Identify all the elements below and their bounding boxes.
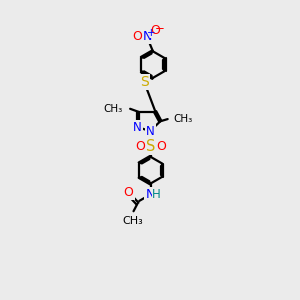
Text: S: S <box>146 139 155 154</box>
Text: N: N <box>133 121 142 134</box>
Text: N: N <box>145 188 155 200</box>
Text: CH₃: CH₃ <box>174 114 193 124</box>
Text: +: + <box>147 28 155 38</box>
Text: O: O <box>151 24 160 37</box>
Text: N: N <box>146 125 155 138</box>
Text: O: O <box>135 140 145 153</box>
Text: CH₃: CH₃ <box>103 104 123 114</box>
Text: S: S <box>140 75 148 89</box>
Text: −: − <box>154 22 164 34</box>
Text: N: N <box>143 30 152 43</box>
Text: O: O <box>156 140 166 153</box>
Text: O: O <box>132 30 142 43</box>
Text: CH₃: CH₃ <box>122 216 143 226</box>
Text: O: O <box>124 187 134 200</box>
Text: H: H <box>152 188 161 201</box>
